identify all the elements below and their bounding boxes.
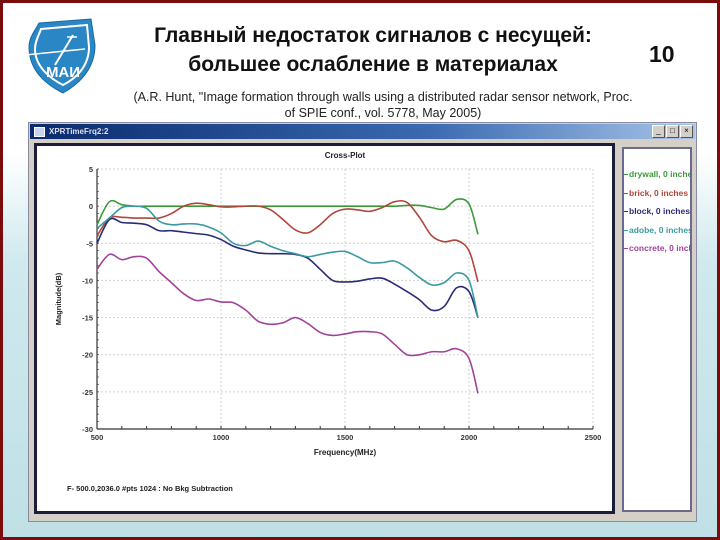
slide-title-line2: большее ослабление в материалах <box>188 53 558 76</box>
x-tick-label: 1000 <box>213 433 230 442</box>
y-tick-label: 5 <box>89 165 93 174</box>
series-line <box>96 198 479 235</box>
maximize-button[interactable]: □ <box>666 125 679 138</box>
app-window-screenshot: XPRTimeFrq2:2 _ □ × Cross-Plot 5 0 -5 -10 -15… <box>28 122 697 522</box>
window-title: XPRTimeFrq2:2 <box>49 127 109 136</box>
legend-item: brick, 0 inches <box>624 188 688 198</box>
citation-line2: of SPIE conf., vol. 5778, May 2005) <box>284 106 482 120</box>
legend-swatch <box>624 229 628 231</box>
slide-title-line1: Главный недостаток сигналов с несущей: <box>154 24 592 47</box>
citation: (A.R. Hunt, "Image formation through wal… <box>83 89 683 121</box>
citation-line1: (A.R. Hunt, "Image formation through wal… <box>133 90 633 104</box>
y-tick-label: -20 <box>82 351 93 360</box>
plot-pane: Cross-Plot 5 0 -5 -10 -15 -20 -25 -30 500 1000 1500… <box>34 143 615 514</box>
y-tick-label: -25 <box>82 388 93 397</box>
legend-item: adobe, 0 inches <box>624 224 692 235</box>
svg-text:МАИ: МАИ <box>46 64 80 81</box>
legend-item: concrete, 0 inches <box>624 243 690 253</box>
legend-swatch <box>624 192 628 194</box>
window-app-icon <box>34 126 45 137</box>
x-tick-label: 1500 <box>337 433 354 442</box>
x-tick-label: 500 <box>91 433 104 442</box>
y-axis-label: Magnitude(dB) <box>54 272 63 325</box>
status-text: F- 500.0,2036.0 #pts 1024 : No Bkg Subtr… <box>67 484 233 493</box>
legend-pane: drywall, 0 inches brick, 0 inches block, 0… <box>622 147 692 512</box>
close-button[interactable]: × <box>680 125 693 138</box>
y-tick-label: 0 <box>89 202 93 211</box>
legend-swatch <box>624 211 628 213</box>
slide-title: Главный недостаток сигналов с несущей: б… <box>113 21 633 79</box>
chart-title: Cross-Plot <box>325 151 366 160</box>
legend-item: drywall, 0 inches <box>624 169 692 179</box>
y-tick-label: -5 <box>86 239 93 248</box>
legend-swatch <box>624 248 628 250</box>
window-controls: _ □ × <box>652 125 693 138</box>
y-tick-label: -10 <box>82 276 93 285</box>
mai-logo-icon: МАИ <box>25 18 96 94</box>
legend-label: brick, 0 inches <box>629 187 689 198</box>
y-tick-label: -30 <box>82 425 93 434</box>
x-tick-label: 2000 <box>461 433 478 442</box>
series-line <box>96 205 479 318</box>
minimize-button[interactable]: _ <box>652 125 665 138</box>
y-tick-label: -15 <box>82 314 93 323</box>
series-line <box>96 217 479 318</box>
legend-swatch <box>624 174 628 176</box>
slide: МАИ Главный недостаток сигналов с несуще… <box>3 3 717 537</box>
legend-label: concrete, 0 inches <box>629 243 690 253</box>
legend-item: block, 0 inches <box>624 206 690 216</box>
x-tick-label: 2500 <box>585 433 602 442</box>
legend-label: adobe, 0 inches <box>629 224 692 235</box>
slide-number: 10 <box>649 41 675 67</box>
window-titlebar: XPRTimeFrq2:2 _ □ × <box>30 124 695 139</box>
legend-label: drywall, 0 inches <box>629 169 692 179</box>
x-axis-label: Frequency(MHz) <box>314 448 377 457</box>
legend-label: block, 0 inches <box>629 206 690 216</box>
series-line <box>96 199 479 283</box>
series-line <box>96 253 479 394</box>
